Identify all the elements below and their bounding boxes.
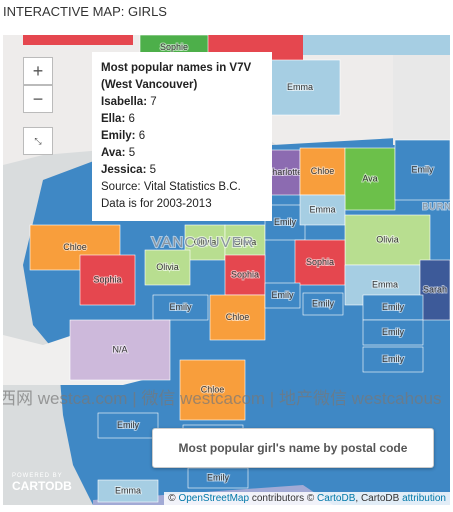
park xyxy=(393,55,450,145)
item-name: Ella: xyxy=(101,113,126,125)
attribution-link[interactable]: OpenStreetMap xyxy=(178,493,250,504)
popup-item: Ava: 5 xyxy=(101,145,263,162)
legend: Most popular girl's name by postal code xyxy=(152,428,434,468)
attribution-text: © xyxy=(168,493,176,504)
watermark: 西网 westca.com | 微信 westcacom | 地产微信 west… xyxy=(3,389,442,408)
region-label: Emily xyxy=(312,298,334,308)
attribution-link[interactable]: CartoDB xyxy=(317,493,356,504)
region-label: Emily xyxy=(272,290,294,300)
region xyxy=(179,359,246,421)
region xyxy=(97,479,159,503)
region xyxy=(303,35,450,55)
item-name: Isabella: xyxy=(101,96,148,108)
region xyxy=(152,294,209,321)
region-label: Olivia xyxy=(234,237,257,247)
popup-title: Most popular names in V7V (West Vancouve… xyxy=(101,62,252,91)
region xyxy=(362,319,424,346)
region-label: Sarah xyxy=(423,284,447,294)
city-label: BURN xyxy=(422,201,450,211)
region-label: Emily xyxy=(382,302,404,312)
region xyxy=(69,319,171,381)
popup-note: Data is for 2003-2013 xyxy=(101,198,212,210)
item-count: 7 xyxy=(150,96,157,108)
popup-source: Source: Vital Statistics B.C. xyxy=(101,181,241,193)
region xyxy=(267,149,301,196)
region xyxy=(224,224,266,261)
region-label: Emma xyxy=(287,82,313,92)
region-label: Chloe xyxy=(63,242,87,252)
zoom-in-button[interactable]: + xyxy=(23,57,53,85)
attribution: © OpenStreetMap contributors © CartoDB, … xyxy=(164,492,450,505)
region xyxy=(264,282,301,309)
region-label: Sophia xyxy=(93,274,121,284)
popup-items: Isabella: 7 Ella: 6 Emily: 6 Ava: 5 Jessica:… xyxy=(101,94,263,179)
region xyxy=(344,147,396,211)
region xyxy=(144,249,191,286)
region-label: Emma xyxy=(372,279,398,289)
region-label: Emma xyxy=(115,485,141,495)
region-label: Emily xyxy=(274,217,296,227)
region-label: N/A xyxy=(112,344,127,354)
region xyxy=(79,254,136,306)
region xyxy=(344,214,431,266)
item-name: Ava: xyxy=(101,147,126,159)
popup-item: Jessica: 5 xyxy=(101,162,263,179)
region xyxy=(97,412,159,439)
region xyxy=(394,139,450,201)
popup-item: Emily: 6 xyxy=(101,128,263,145)
item-count: 5 xyxy=(128,147,136,159)
item-name: Jessica: xyxy=(101,164,147,176)
region-label: Olivia xyxy=(156,262,179,272)
item-count: 5 xyxy=(149,164,157,176)
region xyxy=(419,259,450,321)
map[interactable]: Sophie Emma Charlotte Chloe Ava Emily Chloe Oli… xyxy=(3,35,450,505)
zoom-out-button[interactable]: − xyxy=(23,85,53,113)
region-label: Olivia xyxy=(194,237,217,247)
region-label: Chloe xyxy=(226,312,250,322)
region xyxy=(299,147,346,196)
region xyxy=(209,294,266,341)
region xyxy=(259,59,341,116)
popup-item: Ella: 6 xyxy=(101,111,263,128)
region-label: Ava xyxy=(362,173,377,183)
region xyxy=(294,239,346,286)
region-label: Charlotte xyxy=(266,167,303,177)
region-label: Emily xyxy=(207,472,229,482)
region xyxy=(187,467,249,489)
popup-item: Isabella: 7 xyxy=(101,94,263,111)
region-label: Emily xyxy=(170,302,192,312)
logo-brand: CARTODB xyxy=(12,479,72,493)
item-count: 6 xyxy=(138,130,146,142)
region-label: Emily xyxy=(382,327,404,337)
region-label: Chloe xyxy=(311,166,335,176)
region xyxy=(184,224,226,261)
region xyxy=(362,346,424,373)
city-label: VANCOUVER xyxy=(152,234,255,251)
region-label: Olivia xyxy=(376,234,399,244)
attribution-link[interactable]: attribution xyxy=(402,493,446,504)
region-label: Sophia xyxy=(231,269,259,279)
info-popup: Most popular names in V7V (West Vancouve… xyxy=(92,52,272,221)
region-label: Chloe xyxy=(201,384,225,394)
region xyxy=(23,35,133,45)
region xyxy=(299,194,346,226)
attribution-text: contributors © xyxy=(251,493,315,504)
item-count: 6 xyxy=(128,113,135,125)
region-label: Emily xyxy=(412,164,434,174)
item-name: Emily: xyxy=(101,130,136,142)
logo-top: POWERED BY xyxy=(12,473,63,479)
region-label: Sophia xyxy=(306,257,334,267)
region xyxy=(302,292,344,316)
page-title: INTERACTIVE MAP: GIRLS xyxy=(3,4,167,19)
region-label: Sophie xyxy=(160,42,188,52)
attribution-text: , CartoDB xyxy=(355,493,400,504)
fullscreen-button[interactable]: ⤡ xyxy=(23,127,53,155)
cartodb-logo[interactable]: POWERED BY CARTODB xyxy=(12,473,72,493)
region-label: Emma xyxy=(309,204,335,214)
region-label: Emily xyxy=(117,420,139,430)
region-label: Emily xyxy=(382,354,404,364)
